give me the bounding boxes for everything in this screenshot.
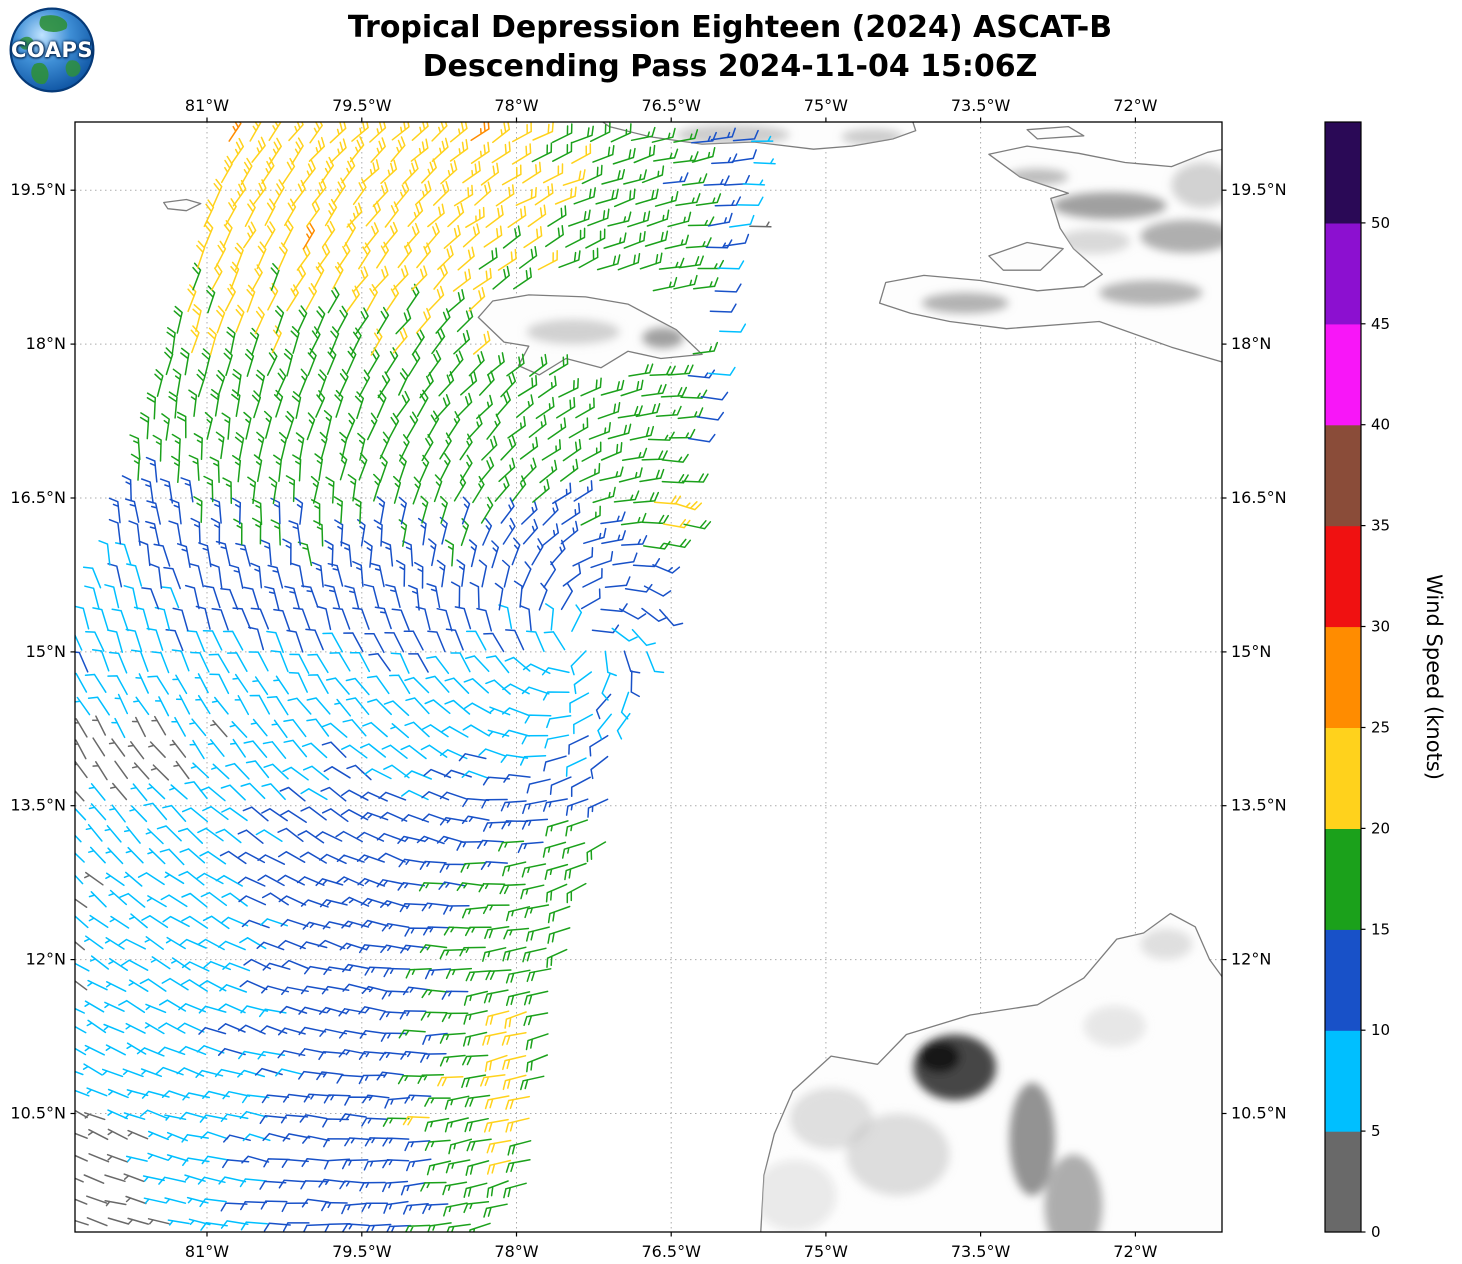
svg-text:81°W: 81°W (185, 1242, 229, 1261)
svg-text:15: 15 (1371, 920, 1390, 938)
svg-text:18°N: 18°N (26, 334, 66, 353)
svg-text:5: 5 (1371, 1122, 1381, 1140)
svg-text:50: 50 (1371, 214, 1390, 232)
svg-text:16.5°N: 16.5°N (10, 488, 66, 507)
coaps-logo-text: COAPS (11, 38, 93, 62)
svg-text:20: 20 (1371, 819, 1390, 837)
svg-text:79.5°W: 79.5°W (332, 1242, 392, 1261)
coaps-logo: COAPS (8, 6, 96, 94)
svg-text:10: 10 (1371, 1021, 1390, 1039)
svg-text:15°N: 15°N (26, 642, 66, 661)
svg-text:13.5°N: 13.5°N (10, 796, 66, 815)
figure-title: Tropical Depression Eighteen (2024) ASCA… (20, 8, 1440, 86)
svg-text:19.5°N: 19.5°N (10, 180, 66, 199)
svg-text:13.5°N: 13.5°N (1231, 796, 1287, 815)
colorbar-label: Wind Speed (knots) (1422, 574, 1446, 780)
svg-text:25: 25 (1371, 719, 1390, 737)
svg-text:45: 45 (1371, 315, 1390, 333)
svg-text:0: 0 (1371, 1223, 1381, 1241)
svg-text:76.5°W: 76.5°W (641, 96, 701, 115)
svg-text:75°W: 75°W (804, 1242, 848, 1261)
svg-text:30: 30 (1371, 618, 1390, 636)
coaps-globe-icon (9, 7, 95, 93)
svg-text:19.5°N: 19.5°N (1231, 180, 1287, 199)
figure-title-line2: Descending Pass 2024-11-04 15:06Z (422, 49, 1038, 84)
svg-text:15°N: 15°N (1231, 642, 1271, 661)
svg-text:10.5°N: 10.5°N (10, 1104, 66, 1123)
svg-text:18°N: 18°N (1231, 334, 1271, 353)
svg-text:40: 40 (1371, 416, 1390, 434)
svg-text:73.5°W: 73.5°W (951, 96, 1011, 115)
svg-text:72°W: 72°W (1113, 96, 1157, 115)
svg-text:75°W: 75°W (804, 96, 848, 115)
svg-text:79.5°W: 79.5°W (332, 96, 392, 115)
svg-text:78°W: 78°W (494, 1242, 538, 1261)
svg-text:35: 35 (1371, 517, 1390, 535)
svg-text:16.5°N: 16.5°N (1231, 488, 1287, 507)
svg-text:72°W: 72°W (1113, 1242, 1157, 1261)
svg-text:12°N: 12°N (1231, 950, 1271, 969)
svg-text:73.5°W: 73.5°W (951, 1242, 1011, 1261)
svg-text:78°W: 78°W (494, 96, 538, 115)
svg-text:12°N: 12°N (26, 950, 66, 969)
figure-title-line1: Tropical Depression Eighteen (2024) ASCA… (347, 10, 1113, 45)
svg-text:76.5°W: 76.5°W (641, 1242, 701, 1261)
svg-text:81°W: 81°W (185, 96, 229, 115)
svg-text:10.5°N: 10.5°N (1231, 1104, 1287, 1123)
